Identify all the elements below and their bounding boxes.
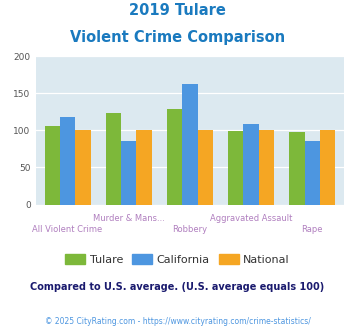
Bar — [45, 126, 60, 205]
Text: Rape: Rape — [301, 225, 323, 234]
Text: Murder & Mans...: Murder & Mans... — [93, 214, 165, 222]
Text: Aggravated Assault: Aggravated Assault — [210, 214, 292, 222]
Bar — [228, 131, 244, 205]
Text: 2019 Tulare: 2019 Tulare — [129, 3, 226, 18]
Bar — [305, 141, 320, 205]
Text: © 2025 CityRating.com - https://www.cityrating.com/crime-statistics/: © 2025 CityRating.com - https://www.city… — [45, 317, 310, 326]
Bar — [121, 141, 136, 205]
Bar — [167, 109, 182, 205]
Bar — [182, 84, 198, 205]
Bar — [289, 132, 305, 205]
Bar — [106, 113, 121, 205]
Bar — [75, 130, 91, 205]
Text: Compared to U.S. average. (U.S. average equals 100): Compared to U.S. average. (U.S. average … — [31, 282, 324, 292]
Bar — [244, 124, 259, 205]
Bar — [60, 117, 75, 205]
Bar — [136, 130, 152, 205]
Text: All Violent Crime: All Violent Crime — [33, 225, 103, 234]
Text: Robbery: Robbery — [173, 225, 207, 234]
Bar — [198, 130, 213, 205]
Bar — [259, 130, 274, 205]
Bar — [320, 130, 335, 205]
Legend: Tulare, California, National: Tulare, California, National — [61, 250, 294, 269]
Text: Violent Crime Comparison: Violent Crime Comparison — [70, 30, 285, 45]
